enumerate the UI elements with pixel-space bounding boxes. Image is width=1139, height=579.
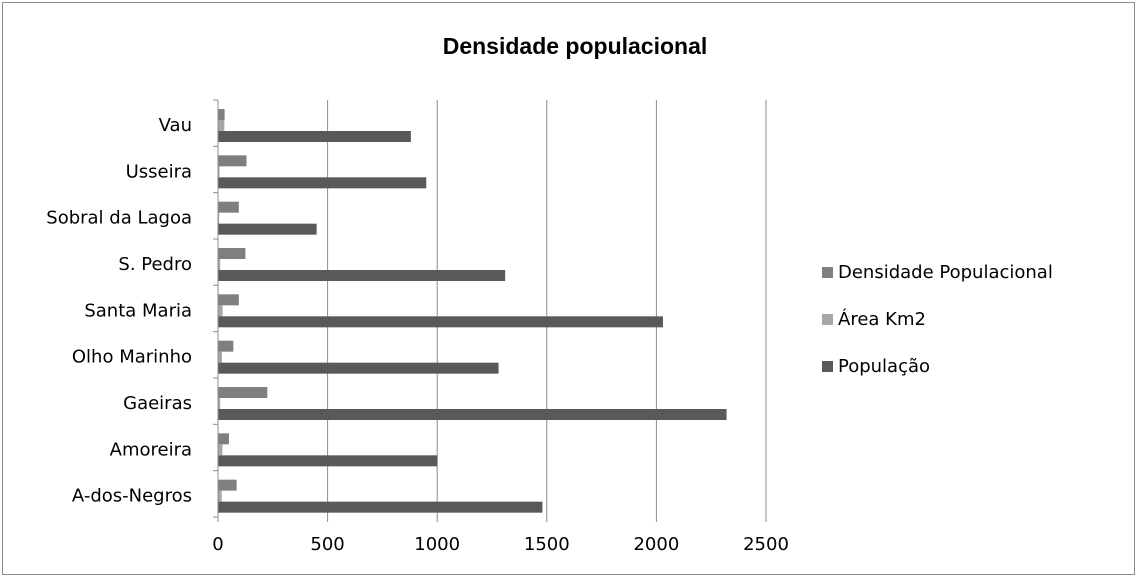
- legend-label: Área Km2: [838, 308, 926, 330]
- bar: [218, 223, 317, 235]
- bar: [218, 479, 237, 491]
- bar: [218, 155, 247, 167]
- gridlines: [327, 100, 767, 517]
- axes: 0 500 1000 1500 2000 2500 A-dos-Negros Amoreira…: [46, 99, 789, 555]
- bar: [218, 131, 411, 142]
- legend-label: Densidade Populacional: [838, 262, 1053, 283]
- bar: [218, 305, 223, 317]
- bar: [218, 212, 220, 224]
- x-tick-label: 1500: [524, 534, 570, 555]
- bar: [218, 398, 221, 409]
- bar: [218, 120, 225, 131]
- bar: [218, 351, 222, 363]
- x-tick-label: 2000: [633, 534, 679, 555]
- bar: [218, 177, 427, 189]
- bar: [218, 409, 727, 420]
- bar: [218, 109, 225, 120]
- category-label: Usseira: [126, 161, 192, 182]
- category-label: Gaeiras: [123, 393, 192, 414]
- bar: [218, 166, 220, 178]
- x-tick-label: 1000: [414, 534, 460, 555]
- legend-label: População: [838, 356, 930, 377]
- x-tick-label: 500: [310, 534, 344, 555]
- bar: [218, 490, 222, 502]
- category-label: Sobral da Lagoa: [46, 208, 192, 229]
- bar: [218, 259, 221, 270]
- category-label: S. Pedro: [118, 254, 192, 275]
- legend: Densidade Populacional Área Km2 População: [822, 262, 1053, 377]
- category-label: Amoreira: [110, 439, 192, 460]
- bar: [218, 362, 499, 374]
- category-label: Vau: [159, 115, 192, 136]
- bar: [218, 270, 506, 281]
- bar: [218, 248, 246, 259]
- category-label: Santa Maria: [84, 300, 192, 321]
- bar: [218, 455, 438, 467]
- bar: [218, 501, 543, 513]
- x-tick-label: 2500: [743, 534, 789, 555]
- bar: [218, 294, 239, 306]
- bars: [218, 109, 727, 513]
- bar: [218, 433, 229, 445]
- legend-swatch: [822, 314, 833, 325]
- legend-swatch: [822, 267, 833, 278]
- bar: [218, 316, 663, 328]
- bar: [218, 387, 268, 398]
- chart-title: Densidade populacional: [443, 33, 708, 59]
- bar: [218, 340, 234, 352]
- bar: [218, 444, 223, 456]
- bar: [218, 201, 239, 213]
- x-tick-label: 0: [212, 534, 223, 555]
- legend-swatch: [822, 361, 833, 372]
- category-label: Olho Marinho: [72, 347, 192, 368]
- category-label: A-dos-Negros: [72, 486, 192, 507]
